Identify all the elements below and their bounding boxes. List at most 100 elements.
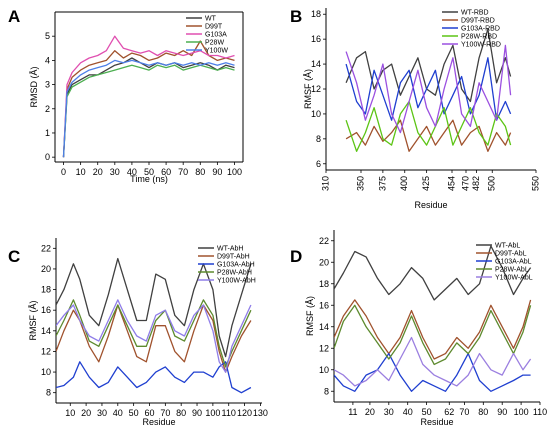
x-tick-label: 30 bbox=[110, 167, 120, 177]
legend-entry: D99T-RBD bbox=[461, 18, 495, 25]
x-tick-label: 30 bbox=[384, 407, 394, 417]
legend-entry: Y100W-AbH bbox=[217, 278, 256, 285]
x-tick-label: 425 bbox=[421, 176, 431, 191]
series-line-g103a bbox=[62, 35, 235, 158]
series-line-p28w-abl bbox=[334, 304, 532, 366]
chart-panel-d: D 11 20 30 40 50 62 70 80 90 100 110 8 10 12 14 16 18 20 22… bbox=[290, 230, 547, 427]
series-line-wt-abl bbox=[334, 245, 532, 301]
x-tick-label: 90 bbox=[212, 167, 222, 177]
x-tick-label: 50 bbox=[144, 167, 154, 177]
series-line-p28w-rbd bbox=[345, 100, 512, 152]
series-group bbox=[345, 28, 512, 152]
y-axis-label: RMSF (Å) bbox=[28, 301, 38, 341]
y-tick-label: 12 bbox=[311, 84, 321, 94]
x-tick-label: 20 bbox=[81, 408, 91, 418]
chart-panel-c: C 10 20 30 40 50 60 70 80 90 100 110 120 130 8 10 12 14 16… bbox=[8, 238, 268, 427]
x-tick-label: 120 bbox=[237, 408, 252, 418]
legend-entry: G103A-AbL bbox=[495, 259, 532, 266]
y-axis-label: RMSF (Å) bbox=[303, 69, 313, 109]
x-tick-label: 310 bbox=[320, 176, 330, 191]
x-tick-label: 90 bbox=[497, 407, 507, 417]
x-tick-label: 60 bbox=[161, 167, 171, 177]
series-line-y100w-rbd bbox=[345, 44, 512, 134]
legend-entry: D99T-AbH bbox=[217, 254, 250, 261]
series-group bbox=[56, 257, 252, 394]
x-tick-label: 60 bbox=[144, 408, 154, 418]
x-tick-label: 130 bbox=[253, 408, 268, 418]
legend-entry: WT bbox=[205, 16, 217, 23]
series-line-y100w-abl bbox=[334, 336, 532, 387]
y-tick-label: 18 bbox=[41, 285, 51, 295]
x-tick-label: 50 bbox=[129, 408, 139, 418]
legend-entry: WT-RBD bbox=[461, 10, 489, 17]
x-axis-label: Residue bbox=[414, 200, 447, 210]
legend-entry: D99T bbox=[205, 24, 223, 31]
x-tick-label: 70 bbox=[160, 408, 170, 418]
x-tick-label: 30 bbox=[97, 408, 107, 418]
x-tick-label: 110 bbox=[533, 407, 547, 417]
panel-letter: B bbox=[290, 7, 302, 26]
y-axis-label: RMSF (Å) bbox=[305, 296, 315, 336]
chart-panel-a: A 0 10 20 30 40 50 60 70 80 90 100 0 1 2 3 4 5 Time (ns) RM… bbox=[8, 7, 244, 184]
y-tick-label: 20 bbox=[319, 257, 329, 267]
y-tick-label: 8 bbox=[324, 386, 329, 396]
series-line-g103a-rbd bbox=[345, 57, 512, 121]
series-line-d99t-abl bbox=[334, 299, 532, 360]
legend-entry: WT-AbL bbox=[495, 243, 520, 250]
legend-entry: Y100W-AbL bbox=[495, 275, 533, 282]
series-group bbox=[334, 245, 532, 392]
x-tick-label: 0 bbox=[61, 167, 66, 177]
series-line-d99t-rbd bbox=[345, 119, 512, 152]
x-tick-label: 62 bbox=[444, 407, 454, 417]
x-tick-label: 40 bbox=[403, 407, 413, 417]
x-tick-label: 80 bbox=[195, 167, 205, 177]
series-line-y100w-abh bbox=[56, 299, 252, 373]
x-tick-label: 70 bbox=[178, 167, 188, 177]
y-tick-label: 10 bbox=[41, 367, 51, 377]
y-tick-label: 3 bbox=[45, 80, 50, 90]
y-tick-label: 20 bbox=[41, 264, 51, 274]
x-tick-label: 470 bbox=[460, 176, 470, 191]
y-tick-label: 22 bbox=[41, 243, 51, 253]
chart-panel-b: B 310 350 375 400 425 454 470 482 500 550 6 8 10 12 14 1… bbox=[290, 7, 540, 210]
x-tick-label: 400 bbox=[399, 176, 409, 191]
series-line-wt bbox=[62, 57, 235, 158]
x-tick-label: 80 bbox=[478, 407, 488, 417]
series-line-d99t-abh bbox=[56, 304, 252, 373]
y-tick-label: 12 bbox=[319, 343, 329, 353]
x-tick-label: 500 bbox=[487, 176, 497, 191]
x-axis-label: Time (ns) bbox=[130, 174, 168, 184]
legend-entry: Y100W bbox=[205, 48, 228, 55]
x-axis-label: Residue bbox=[420, 417, 453, 427]
series-line-g103a-abl bbox=[334, 352, 531, 392]
legend-entry: P28W-RBD bbox=[461, 34, 497, 41]
x-tick-label: 40 bbox=[127, 167, 137, 177]
y-tick-label: 10 bbox=[311, 109, 321, 119]
x-tick-label: 110 bbox=[222, 408, 236, 418]
legend-entry: G103A bbox=[205, 32, 227, 39]
y-tick-label: 4 bbox=[45, 55, 50, 65]
legend-entry: P28W-AbL bbox=[495, 267, 529, 274]
x-tick-label: 20 bbox=[93, 167, 103, 177]
x-tick-label: 454 bbox=[446, 176, 456, 191]
series-line-d99t bbox=[62, 40, 235, 158]
x-tick-label: 100 bbox=[514, 407, 529, 417]
x-tick-label: 482 bbox=[471, 176, 481, 191]
legend-entry: Y100W-RBD bbox=[461, 42, 501, 49]
y-tick-label: 2 bbox=[45, 104, 50, 114]
series-line-wt-abh bbox=[56, 257, 252, 358]
series-line-p28w bbox=[62, 64, 235, 158]
legend-entry: D99T-AbL bbox=[495, 251, 527, 258]
x-tick-label: 10 bbox=[76, 167, 86, 177]
legend-entry: WT-AbH bbox=[217, 246, 243, 253]
panel-letter: D bbox=[290, 247, 302, 266]
y-tick-label: 12 bbox=[41, 346, 51, 356]
x-tick-label: 80 bbox=[176, 408, 186, 418]
x-axis-label: Residue bbox=[142, 417, 175, 427]
x-tick-label: 11 bbox=[348, 407, 357, 417]
y-tick-label: 16 bbox=[319, 300, 329, 310]
y-tick-label: 5 bbox=[45, 31, 50, 41]
